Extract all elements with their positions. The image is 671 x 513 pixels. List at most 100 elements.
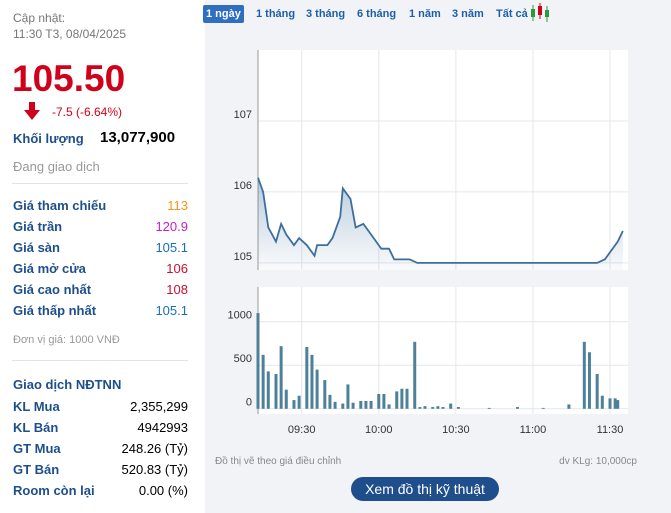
status: Đang giao dịch (13, 159, 100, 174)
stat-label: Giá trần (13, 219, 63, 234)
stat-value: 105.1 (155, 303, 188, 318)
volume-bar (413, 341, 417, 409)
foreign-label: KL Bán (13, 420, 59, 435)
x-tick-label: 10:30 (442, 424, 470, 436)
volume-bar (395, 391, 399, 409)
foreign-label: Room còn lại (13, 483, 95, 498)
volume-unit: dv KLg: 10,000cp (559, 456, 637, 467)
foreign-label: GT Mua (13, 441, 61, 456)
volume-bar (305, 347, 309, 409)
volume-bar (582, 341, 586, 409)
volume-bar (487, 407, 491, 409)
unit-note: Đơn vị giá: 1000 VNĐ (13, 334, 120, 346)
volume-bar (310, 354, 314, 409)
stat-label: Giá thấp nhất (13, 303, 97, 318)
down-arrow (24, 102, 40, 120)
change: -7.5 (-6.64%) (52, 105, 123, 119)
foreign-value: 0.00 (%) (138, 483, 188, 498)
volume-bar (284, 389, 288, 409)
stat-label: Giá mở cửa (13, 261, 86, 276)
volume-bar (608, 398, 612, 409)
volume-bar (279, 346, 283, 409)
plot-area (258, 287, 628, 414)
update-label: Cập nhật: (13, 11, 66, 25)
period-tab[interactable]: Tất cả (496, 8, 528, 20)
volume-bar (328, 394, 332, 409)
separator (12, 183, 188, 184)
volume-bar (516, 407, 520, 409)
volume-bar (456, 407, 460, 409)
foreign-value: 248.26 (Tỷ) (121, 441, 188, 456)
volume-bar (256, 313, 260, 409)
volume-bar (587, 352, 591, 409)
stat-value: 108 (166, 282, 188, 297)
x-tick-label: 09:30 (288, 424, 316, 436)
volume-bar (369, 400, 373, 409)
foreign-label: GT Bán (13, 462, 60, 477)
volume-bar (315, 369, 319, 409)
volume-bar (431, 407, 435, 409)
y-tick-label: 0 (246, 397, 252, 409)
period-tab[interactable]: 1 ngày (203, 5, 244, 23)
stat-label: Giá cao nhất (13, 282, 92, 297)
price-line (257, 177, 624, 264)
x-tick-label: 11:00 (520, 424, 547, 436)
volume-bar (333, 401, 337, 409)
volume-bar (567, 404, 571, 409)
volume-bar (292, 400, 296, 409)
volume-bar (449, 403, 453, 409)
footnote: Đồ thị vẽ theo giá điều chỉnh (215, 456, 342, 467)
volume-bar (387, 404, 391, 409)
volume-bar (595, 373, 599, 409)
period-tab[interactable]: 1 năm (409, 8, 441, 20)
volume-label: Khối lượng (13, 131, 84, 146)
price-area (258, 177, 623, 270)
volume-bar (616, 400, 620, 409)
candle-icon[interactable] (529, 3, 551, 23)
volume-value: 13,077,900 (100, 129, 176, 146)
volume-bar (436, 406, 440, 409)
period-tab[interactable]: 6 tháng (357, 8, 397, 20)
stat-value: 106 (166, 261, 188, 276)
x-tick-label: 11:30 (597, 424, 624, 436)
foreign-value: 2,355,299 (130, 399, 188, 414)
volume-bar (297, 395, 301, 409)
volume-bar (351, 402, 355, 409)
stat-label: Giá tham chiếu (13, 198, 107, 213)
technical-chart-button[interactable]: Xem đồ thị kỹ thuật (351, 477, 499, 501)
period-tab[interactable]: 1 tháng (256, 8, 296, 20)
volume-bar (323, 380, 327, 409)
y-tick-label: 1000 (228, 310, 252, 322)
foreign-label: KL Mua (13, 399, 60, 414)
volume-bar (364, 400, 368, 409)
y-tick-label: 500 (234, 353, 252, 365)
y-tick-label: 106 (234, 180, 252, 192)
stat-value: 120.9 (155, 219, 188, 234)
volume-bar (377, 393, 381, 409)
volume-bar (341, 403, 345, 409)
volume-bar (441, 407, 445, 409)
y-tick-label: 107 (234, 109, 252, 121)
volume-bar (405, 388, 409, 409)
volume-bar (266, 371, 270, 409)
volume-bar (346, 384, 350, 409)
volume-bar (382, 393, 386, 409)
volume-bar (274, 373, 278, 409)
volume-bar (359, 400, 363, 409)
foreign-title: Giao dịch NĐTNN (13, 377, 122, 392)
volume-bar (600, 395, 604, 409)
period-tab[interactable]: 3 năm (452, 8, 484, 20)
price: 105.50 (12, 58, 126, 99)
period-tab[interactable]: 3 tháng (306, 8, 346, 20)
volume-bar (418, 407, 422, 409)
volume-bar (423, 406, 427, 409)
foreign-value: 520.83 (Tỷ) (121, 462, 188, 477)
x-tick-label: 10:00 (365, 424, 393, 436)
stat-label: Giá sàn (13, 240, 60, 255)
volume-bar (400, 388, 404, 409)
volume-bar (613, 398, 617, 409)
separator (12, 360, 188, 361)
foreign-value: 4942993 (137, 420, 188, 435)
